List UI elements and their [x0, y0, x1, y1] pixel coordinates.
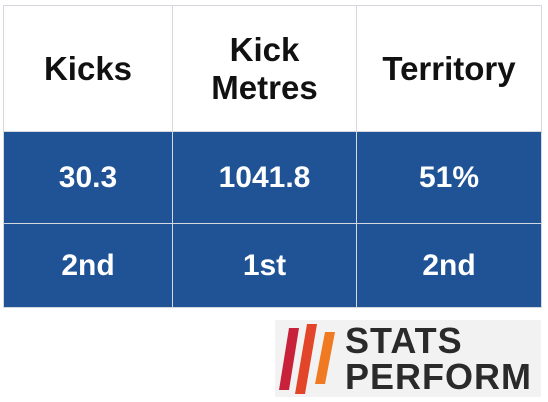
header-row: Kicks Kick Metres Territory — [3, 5, 542, 132]
logo-text: STATS — [345, 320, 463, 361]
cell: 1041.8 — [172, 131, 357, 224]
logo: STATS PERFORM — [275, 320, 541, 397]
cell: 51% — [356, 131, 542, 224]
header-cell: Kick Metres — [172, 5, 357, 132]
data-row: 30.3 1041.8 51% — [3, 131, 542, 224]
header-cell: Territory — [356, 5, 542, 132]
data-row: 2nd 1st 2nd — [3, 223, 542, 308]
logo-icon — [279, 324, 335, 394]
cell: 2nd — [356, 223, 542, 308]
cell: 30.3 — [3, 131, 173, 224]
header-cell: Kicks — [3, 5, 173, 132]
logo-text: PERFORM — [345, 356, 532, 397]
cell: 1st — [172, 223, 357, 308]
cell: 2nd — [3, 223, 173, 308]
stats-table: Kicks Kick Metres Territory 30.3 1041.8 … — [3, 5, 542, 308]
